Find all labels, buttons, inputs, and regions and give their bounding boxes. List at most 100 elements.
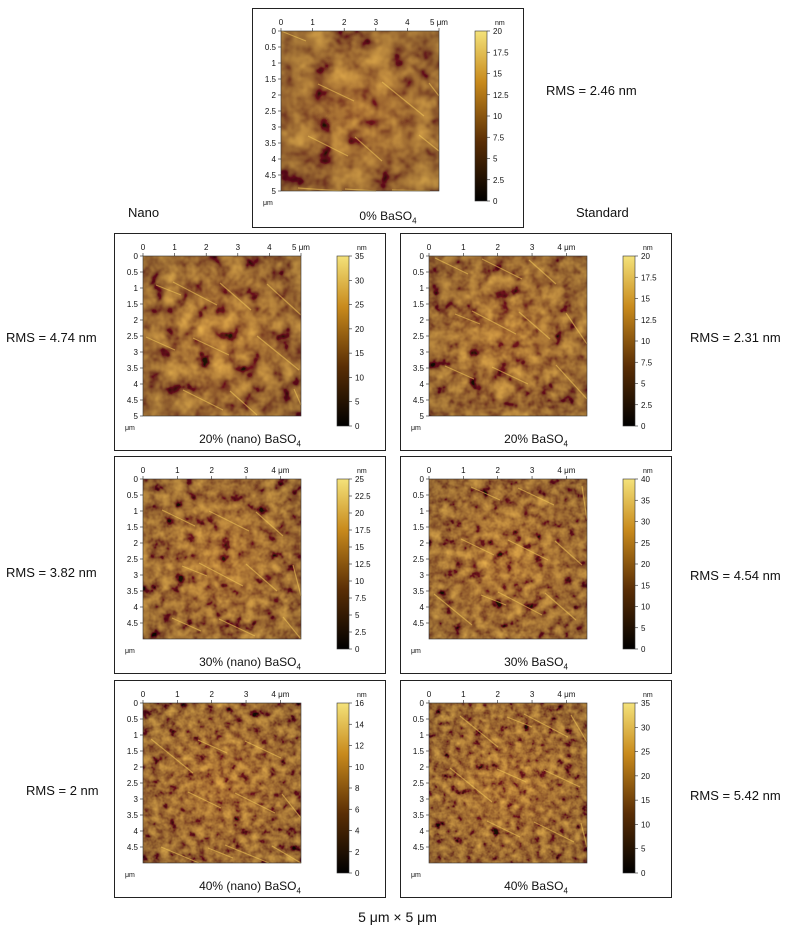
y-tick-label: 2 <box>134 539 139 548</box>
x-tick-label: 0 <box>279 18 284 27</box>
y-tick-label: 4.5 <box>413 619 425 628</box>
x-tick-label: 5 μm <box>430 18 448 27</box>
colorbar-tick-label: 15 <box>355 543 364 552</box>
y-tick-label: 1 <box>134 507 139 516</box>
colorbar-tick-label: 22.5 <box>355 492 371 501</box>
y-tick-label: 0 <box>420 475 425 484</box>
colorbar-tick-label: 35 <box>641 699 650 708</box>
colorbar-tick-label: 5 <box>355 611 360 620</box>
y-tick-label: 0.5 <box>127 268 139 277</box>
colorbar-tick-label: 35 <box>355 252 364 261</box>
afm-feature-streak <box>150 738 194 774</box>
panel-caption: 40% (nano) BaSO4 <box>115 879 385 895</box>
y-tick-label: 3 <box>420 795 425 804</box>
afm-feature-streak <box>518 311 551 340</box>
axis-unit-label: μm <box>411 648 421 655</box>
colorbar-tick-label: 40 <box>641 475 650 484</box>
x-tick-label: 4 μm <box>557 690 575 699</box>
y-tick-label: 5 <box>420 412 425 421</box>
afm-feature-streak <box>459 715 499 748</box>
colorbar-tick-label: 0 <box>493 197 498 206</box>
afm-feature-streak <box>486 820 521 838</box>
x-tick-label: 3 <box>530 243 535 252</box>
y-tick-label: 1 <box>134 284 139 293</box>
rms-label-p0: RMS = 2.46 nm <box>546 83 637 98</box>
x-tick-label: 0 <box>427 690 432 699</box>
x-tick-label: 4 μm <box>557 466 575 475</box>
afm-feature-streak <box>581 485 588 521</box>
y-tick-label: 4.5 <box>413 396 425 405</box>
axis-unit-label: μm <box>125 648 135 655</box>
afm-feature-streak <box>460 538 495 556</box>
afm-feature-streak <box>208 510 250 532</box>
x-tick-label: 2 <box>342 18 347 27</box>
y-tick-label: 5 <box>134 412 139 421</box>
y-tick-label: 0.5 <box>413 715 425 724</box>
panel-caption: 0% BaSO4 <box>253 209 523 225</box>
afm-feature-streak <box>218 618 256 637</box>
colorbar-tick-label: 5 <box>493 155 498 164</box>
y-tick-label: 3 <box>134 348 139 357</box>
y-tick-label: 2.5 <box>413 779 425 788</box>
colorbar-tick-label: 10 <box>641 820 650 829</box>
afm-feature-streak <box>555 364 588 400</box>
colorbar-tick-label: 5 <box>641 624 646 633</box>
colorbar-tick-label: 10 <box>355 373 364 382</box>
nano-column-title: Nano <box>128 205 160 220</box>
afm-feature-streak <box>297 187 343 192</box>
axis-unit-label: μm <box>411 872 421 879</box>
x-tick-label: 2 <box>495 690 500 699</box>
afm-image-texture <box>143 256 301 416</box>
colorbar-tick-label: 15 <box>641 796 650 805</box>
afm-feature-streak <box>181 565 208 577</box>
afm-feature-streak <box>155 284 182 296</box>
colorbar-tick-label: 15 <box>355 349 364 358</box>
afm-panel-p2: 0 1 2 3 4 μm 0 0.5 1 1.5 2 2.5 3 3.5 4 4.5 5 μm nm 20 17.5 1… <box>400 233 672 451</box>
afm-feature-streak <box>344 188 377 192</box>
colorbar-tick-label: 15 <box>641 581 650 590</box>
afm-feature-streak <box>280 30 307 42</box>
x-tick-label: 2 <box>209 690 214 699</box>
rms-label-p4: RMS = 4.54 nm <box>690 568 781 583</box>
y-tick-label: 1.5 <box>127 300 139 309</box>
colorbar-unit-label: nm <box>357 245 367 252</box>
y-tick-label: 2.5 <box>413 555 425 564</box>
colorbar-tick-label: 10 <box>641 337 650 346</box>
x-tick-label: 3 <box>236 243 241 252</box>
x-tick-label: 2 <box>495 466 500 475</box>
y-tick-label: 4 <box>134 603 139 612</box>
afm-feature-streak <box>428 82 440 97</box>
afm-feature-streak <box>187 791 222 809</box>
y-tick-label: 3 <box>134 795 139 804</box>
colorbar-tick-label: 0 <box>355 869 360 878</box>
afm-feature-streak <box>281 793 302 819</box>
axis-unit-label: μm <box>411 425 421 432</box>
afm-feature-streak <box>507 539 549 561</box>
afm-feature-streak <box>145 336 176 351</box>
colorbar-tick-label: 16 <box>355 699 364 708</box>
y-tick-label: 4 <box>420 380 425 389</box>
y-tick-label: 2.5 <box>413 332 425 341</box>
afm-image-texture <box>143 703 301 863</box>
afm-feature-streak <box>244 740 282 759</box>
x-tick-label: 0 <box>427 466 432 475</box>
y-tick-label: 3.5 <box>127 811 139 820</box>
y-tick-label: 2.5 <box>127 555 139 564</box>
afm-feature-streak <box>307 135 349 157</box>
colorbar-tick-label: 25 <box>355 301 364 310</box>
colorbar <box>336 702 350 874</box>
x-tick-label: 2 <box>209 466 214 475</box>
colorbar-unit-label: nm <box>643 692 653 699</box>
afm-feature-streak <box>234 792 276 814</box>
rms-label-p2: RMS = 2.31 nm <box>690 330 781 345</box>
x-tick-label: 0 <box>427 243 432 252</box>
colorbar-tick-label: 7.5 <box>641 358 653 367</box>
x-tick-label: 3 <box>374 18 379 27</box>
y-tick-label: 4.5 <box>127 396 139 405</box>
caption-main: 30% (nano) BaSO <box>199 655 297 669</box>
y-tick-label: 4.5 <box>265 171 277 180</box>
y-tick-label: 4 <box>272 155 277 164</box>
